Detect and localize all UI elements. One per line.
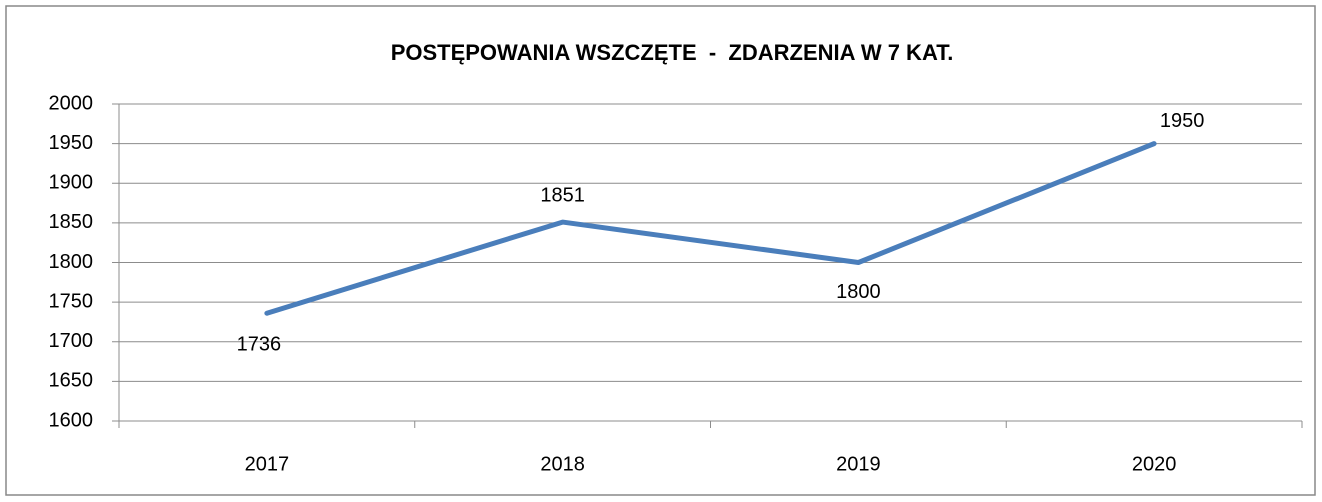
- x-tick-label: 2017: [245, 453, 290, 475]
- y-tick-label: 1800: [49, 251, 94, 273]
- y-tick-label: 1700: [49, 330, 94, 352]
- x-tick-label: 2018: [540, 453, 585, 475]
- data-label: 1800: [836, 281, 881, 303]
- data-label: 1950: [1160, 110, 1205, 132]
- y-tick-label: 1750: [49, 290, 94, 312]
- y-tick-label: 2000: [49, 92, 94, 114]
- chart-frame: [5, 5, 1316, 496]
- data-line: [264, 141, 1157, 316]
- y-tick-label: 1600: [49, 409, 94, 431]
- y-tick-label: 1850: [49, 211, 94, 233]
- y-tick-label: 1900: [49, 172, 94, 194]
- y-tick-label: 1950: [49, 132, 94, 154]
- x-tick-label: 2019: [836, 453, 881, 475]
- chart-title: POSTĘPOWANIA WSZCZĘTE - ZDARZENIA W 7 KA…: [391, 40, 954, 65]
- data-label: 1736: [237, 334, 282, 356]
- x-tick-label: 2020: [1132, 453, 1177, 475]
- data-label: 1851: [540, 184, 585, 206]
- y-tick-label: 1650: [49, 370, 94, 392]
